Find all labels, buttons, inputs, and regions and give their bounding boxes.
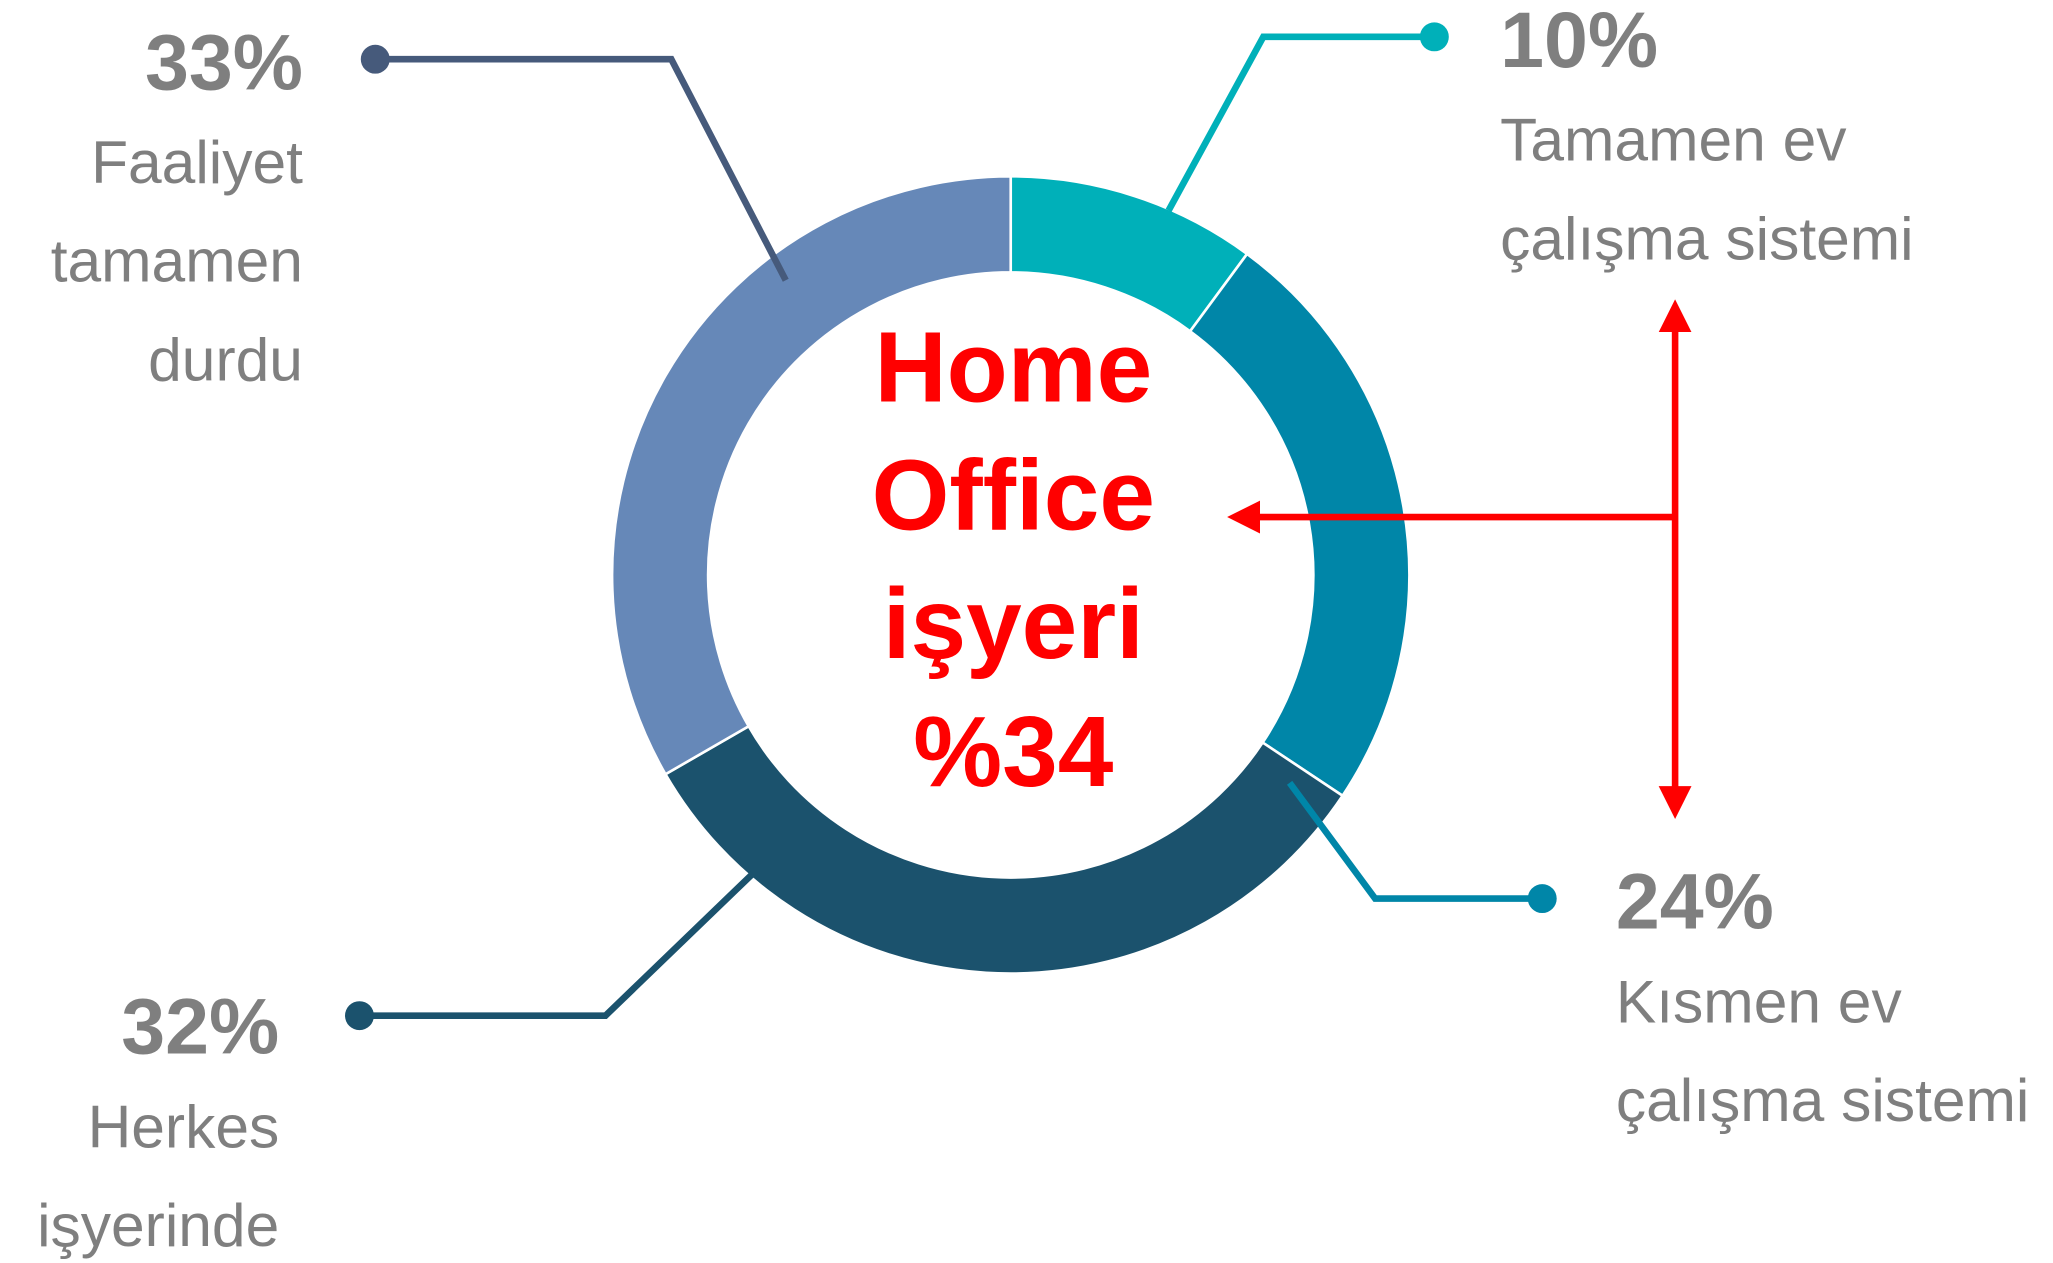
- category-label: durdu: [148, 325, 303, 393]
- value-label: 32%: [121, 983, 279, 1071]
- category-label: çalışma sistemi: [1500, 204, 1914, 272]
- center-text: işyeri: [883, 568, 1144, 680]
- category-label: Faaliyet: [91, 128, 303, 196]
- leader-line: [359, 871, 756, 1019]
- category-label: işyerinde: [37, 1191, 279, 1259]
- leader-line: [1165, 33, 1435, 213]
- leader-line: [375, 55, 789, 282]
- center-label: Home Office işyeri %34: [872, 311, 1155, 808]
- callouts: 10% Tamamen ev çalışma sistemi 24% Kısmen ev…: [37, 0, 2029, 1259]
- value-label: 24%: [1616, 858, 1774, 946]
- leader-dot: [1527, 884, 1557, 914]
- donut-segment: [610, 174, 1013, 777]
- donut: [610, 174, 1411, 975]
- center-text: %34: [913, 696, 1113, 808]
- center-text: Home: [874, 311, 1152, 423]
- category-label: Herkes: [88, 1092, 280, 1160]
- leader-dot: [1419, 22, 1449, 52]
- leader-dot: [360, 44, 390, 74]
- center-text: Office: [872, 440, 1155, 552]
- category-label: tamamen: [51, 227, 303, 295]
- value-label: 10%: [1500, 0, 1658, 84]
- category-label: Tamamen ev: [1500, 106, 1847, 174]
- category-label: Kısmen ev: [1616, 967, 1903, 1035]
- category-label: çalışma sistemi: [1616, 1066, 2030, 1134]
- leader-dot: [345, 1001, 374, 1031]
- leader-line: [1286, 780, 1543, 902]
- donut-segment: [1188, 252, 1411, 798]
- value-label: 33%: [145, 18, 303, 106]
- donut-segment: [663, 724, 1345, 975]
